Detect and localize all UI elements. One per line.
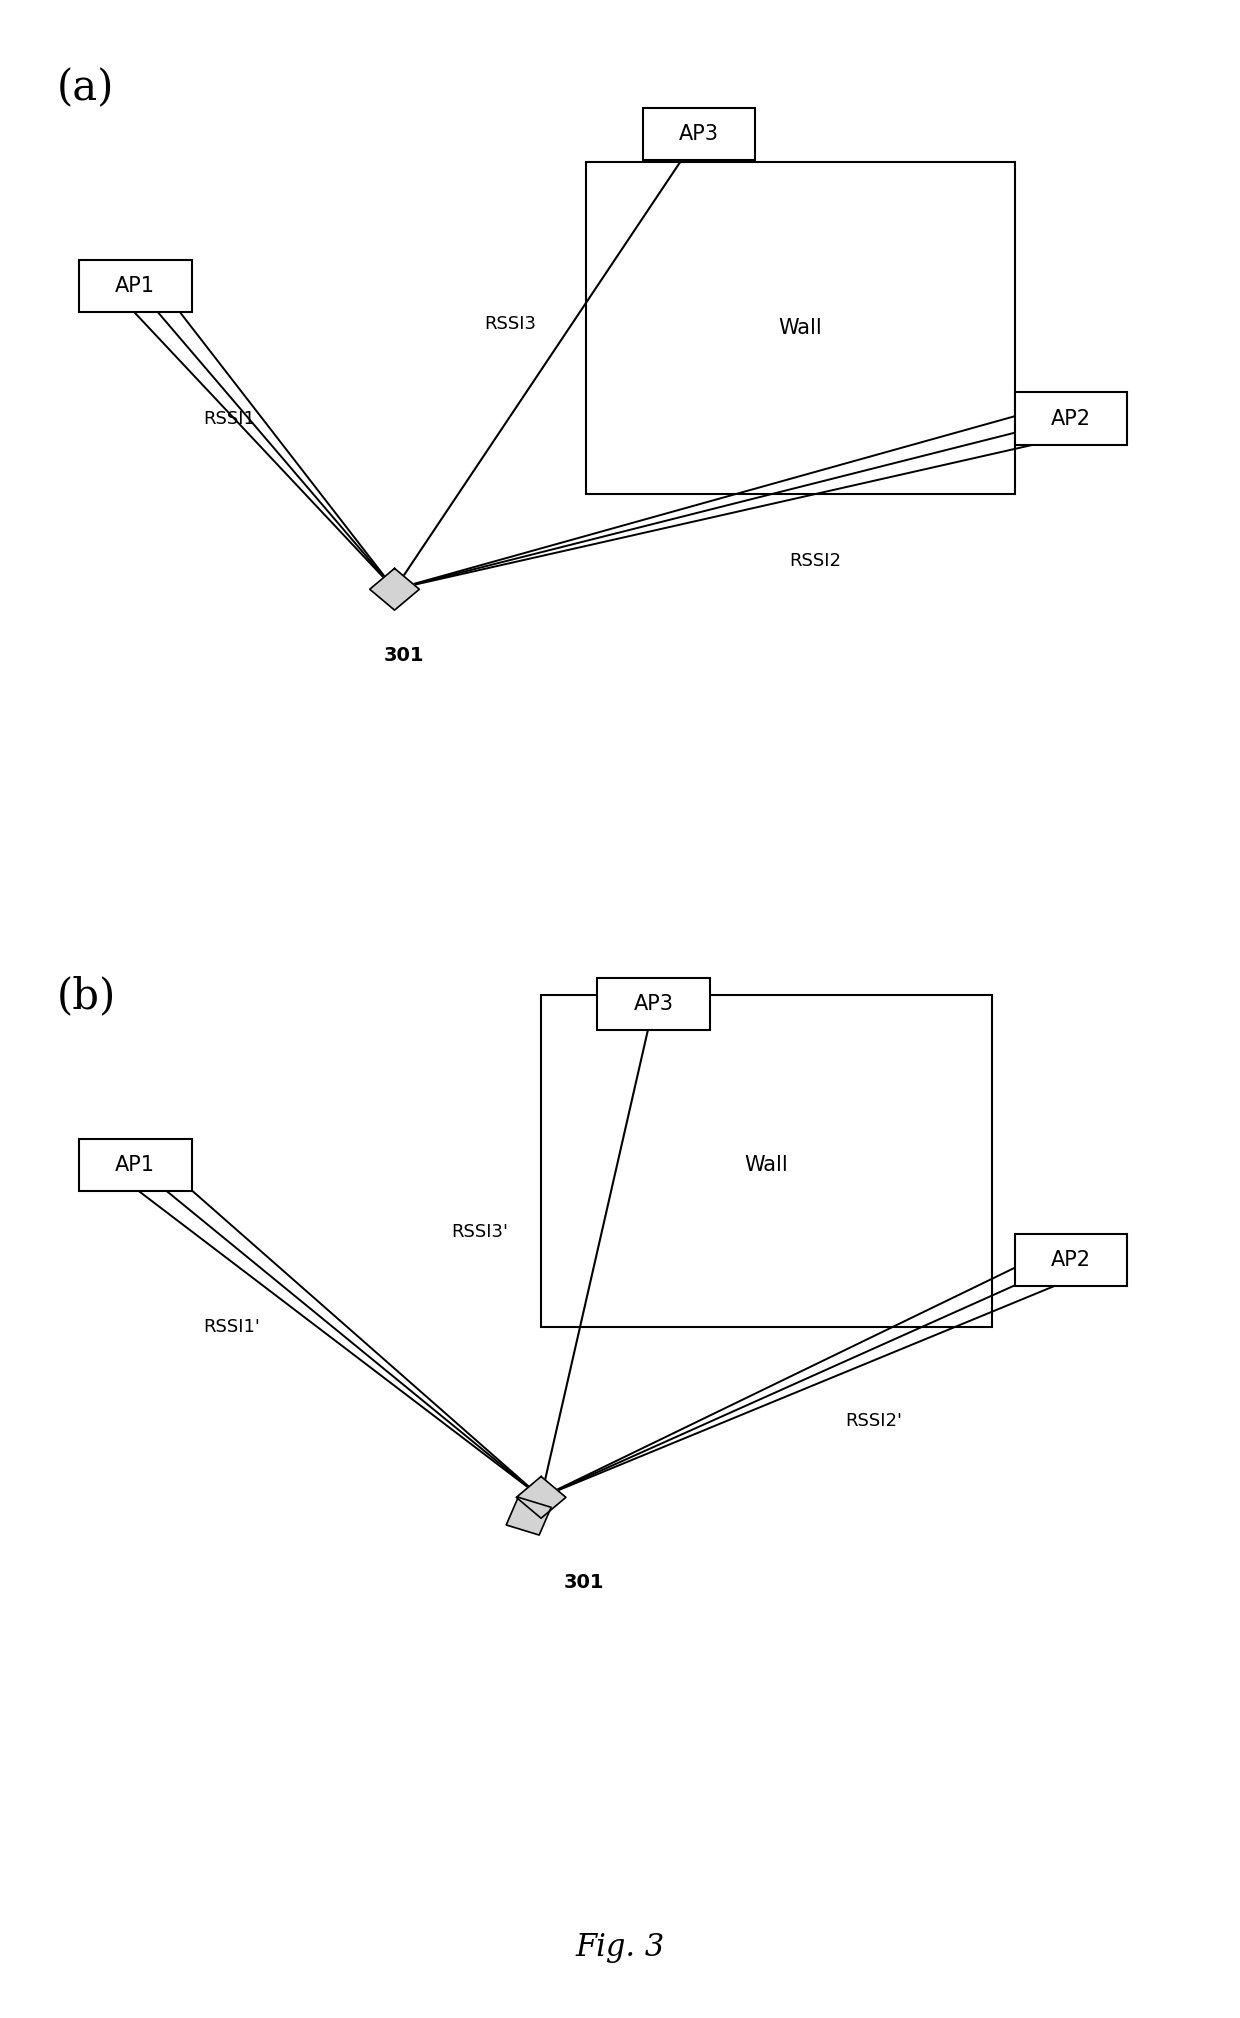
Bar bbox=[541, 995, 992, 1326]
Polygon shape bbox=[370, 569, 419, 609]
Text: RSSI2': RSSI2' bbox=[846, 1413, 903, 1431]
Text: RSSI3': RSSI3' bbox=[451, 1223, 508, 1241]
Text: AP2: AP2 bbox=[1052, 1251, 1091, 1269]
Text: RSSI2: RSSI2 bbox=[789, 551, 841, 569]
Bar bbox=[587, 161, 1014, 494]
Text: RSSI1: RSSI1 bbox=[203, 410, 254, 428]
Text: AP1: AP1 bbox=[115, 1156, 155, 1174]
Text: RSSI3: RSSI3 bbox=[485, 315, 537, 333]
Polygon shape bbox=[516, 1477, 565, 1518]
Polygon shape bbox=[506, 1497, 551, 1536]
Text: 301: 301 bbox=[564, 1574, 604, 1592]
Text: AP3: AP3 bbox=[634, 995, 673, 1015]
FancyBboxPatch shape bbox=[1014, 1235, 1127, 1285]
Text: Wall: Wall bbox=[779, 319, 822, 339]
Text: Wall: Wall bbox=[745, 1156, 789, 1174]
FancyBboxPatch shape bbox=[642, 107, 755, 159]
Text: Fig. 3: Fig. 3 bbox=[575, 1931, 665, 1964]
Text: 301: 301 bbox=[383, 646, 424, 666]
FancyBboxPatch shape bbox=[1014, 391, 1127, 444]
Text: AP2: AP2 bbox=[1052, 408, 1091, 428]
Text: AP1: AP1 bbox=[115, 276, 155, 297]
FancyBboxPatch shape bbox=[79, 1140, 192, 1191]
Text: AP3: AP3 bbox=[680, 123, 719, 143]
FancyBboxPatch shape bbox=[598, 979, 711, 1031]
Text: RSSI1': RSSI1' bbox=[203, 1318, 260, 1336]
FancyBboxPatch shape bbox=[79, 260, 192, 313]
Text: (b): (b) bbox=[56, 977, 115, 1017]
Text: (a): (a) bbox=[56, 69, 114, 109]
